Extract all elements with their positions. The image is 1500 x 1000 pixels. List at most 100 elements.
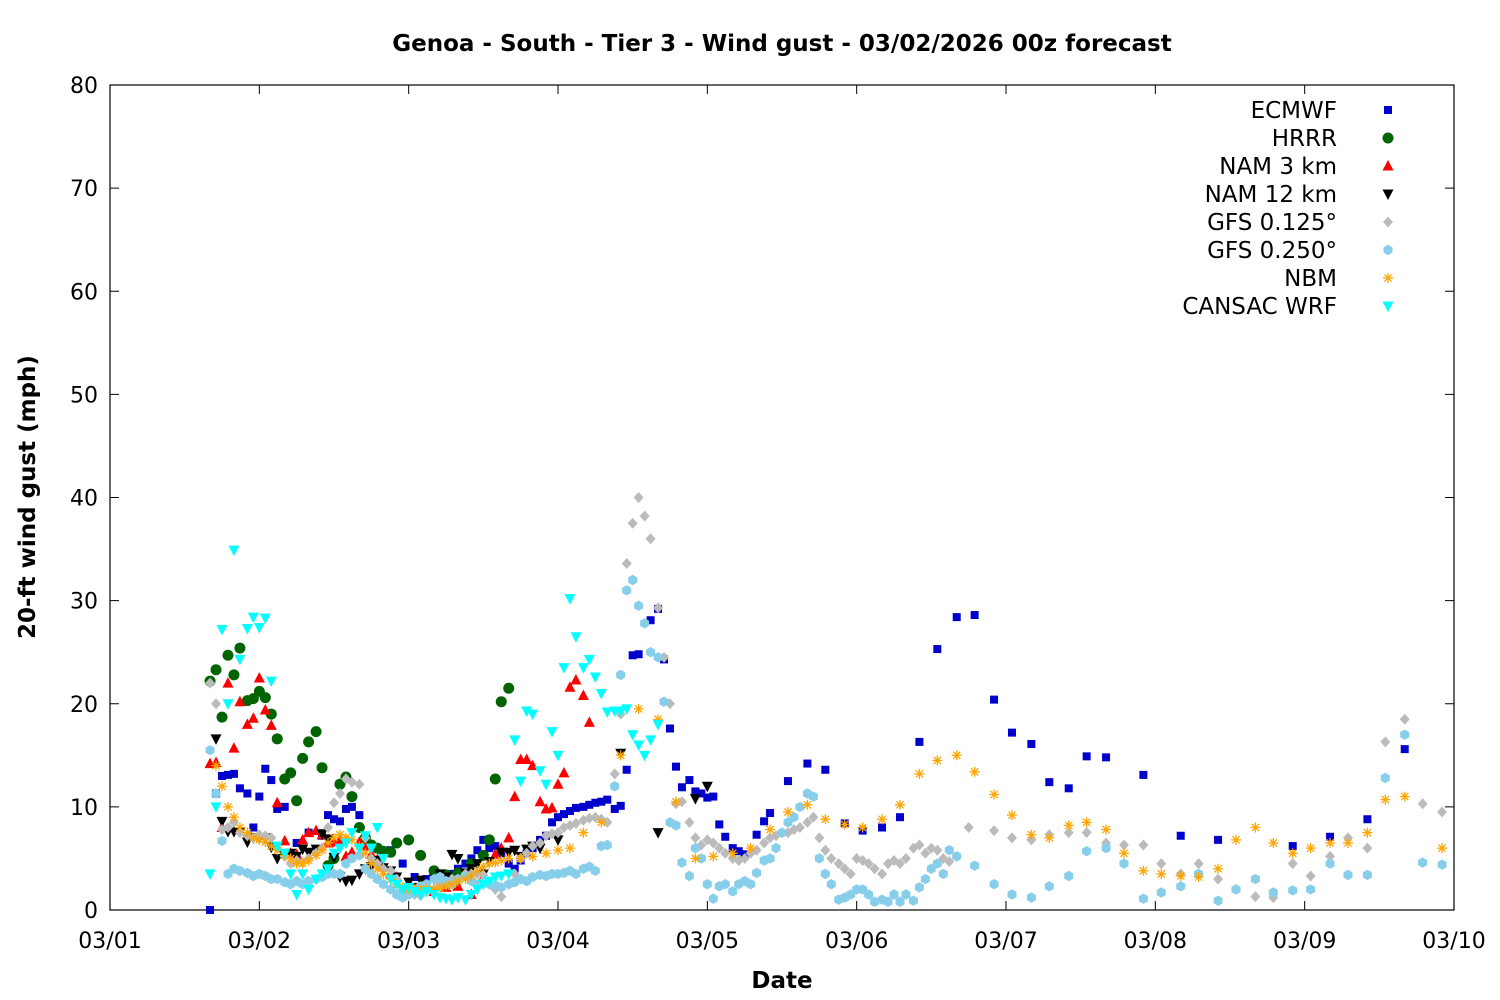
data-point (1325, 858, 1335, 869)
data-point (1026, 892, 1036, 903)
data-point (833, 858, 844, 870)
data-point (1138, 839, 1149, 851)
y-tick-label: 40 (70, 487, 98, 512)
data-point (322, 864, 334, 875)
data-point (346, 828, 358, 839)
data-point (489, 773, 501, 785)
data-point (1418, 857, 1428, 868)
data-point (391, 837, 403, 849)
data-point (378, 879, 388, 890)
data-point (1063, 827, 1074, 839)
legend-label: CANSAC WRF (1182, 294, 1337, 320)
data-point (535, 837, 546, 849)
data-point (1250, 822, 1261, 833)
data-point (666, 724, 674, 733)
data-point (552, 750, 564, 762)
data-point (330, 815, 338, 824)
data-point (670, 796, 681, 807)
data-point (826, 852, 837, 864)
data-point (1007, 728, 1016, 737)
data-point (410, 873, 419, 881)
data-point (677, 857, 687, 868)
data-point (1138, 893, 1148, 904)
data-point (346, 875, 358, 887)
data-point (616, 801, 625, 810)
data-point (466, 870, 477, 881)
data-point (485, 844, 494, 853)
data-point (989, 789, 1000, 800)
data-point (579, 802, 588, 811)
data-point (564, 843, 575, 854)
data-point (553, 845, 563, 856)
data-point (870, 896, 880, 907)
series-gfs-0-125- (205, 492, 1448, 904)
data-point (952, 613, 961, 622)
data-point (228, 545, 240, 557)
data-point (360, 848, 371, 859)
data-point (583, 716, 595, 727)
data-point (259, 613, 271, 625)
data-point (509, 790, 521, 802)
data-point (571, 803, 580, 812)
data-point (471, 859, 483, 870)
data-point (653, 602, 664, 614)
data-point (297, 869, 309, 880)
data-point (328, 848, 340, 860)
data-point (335, 817, 344, 826)
data-point (789, 812, 799, 823)
data-point (602, 839, 612, 851)
data-point (353, 822, 365, 833)
data-point (577, 663, 589, 674)
data-point (372, 863, 383, 874)
data-point (639, 750, 651, 762)
data-point (452, 876, 463, 887)
data-point (415, 890, 427, 901)
data-point (1027, 739, 1036, 748)
data-point (1305, 870, 1316, 882)
data-point (316, 829, 328, 840)
data-point (728, 886, 738, 897)
data-point (1101, 824, 1112, 835)
data-point (377, 853, 389, 865)
data-point (933, 645, 942, 654)
data-point (409, 886, 421, 898)
data-point (241, 623, 253, 635)
data-point (714, 842, 725, 854)
data-point (746, 879, 756, 890)
data-point (1213, 873, 1224, 885)
data-point (727, 848, 738, 859)
data-point (634, 650, 643, 659)
data-point (446, 879, 457, 890)
legend-marker (1382, 160, 1394, 171)
data-point (546, 801, 558, 813)
data-point (228, 812, 239, 823)
legend-label: HRRR (1272, 126, 1337, 152)
data-point (1250, 873, 1260, 885)
data-point (247, 712, 259, 723)
data-point (857, 822, 868, 833)
y-axis-ticks: 0 10 20 30 40 50 60 70 80 (70, 74, 1454, 924)
data-point (259, 703, 271, 715)
data-point (483, 876, 495, 888)
data-point (291, 795, 303, 807)
data-point (1213, 895, 1223, 906)
data-point (1175, 870, 1186, 881)
data-point (839, 819, 850, 830)
data-point (720, 879, 730, 890)
data-point (839, 863, 850, 875)
data-point (552, 778, 564, 789)
data-point (615, 750, 626, 761)
data-point (340, 838, 352, 849)
data-point (460, 874, 471, 885)
data-point (366, 858, 377, 869)
data-point (548, 818, 557, 827)
x-tick-label: 03/04 (526, 929, 589, 954)
data-point (969, 766, 980, 777)
data-point (808, 811, 819, 823)
data-point (378, 868, 389, 879)
data-point (234, 642, 246, 654)
data-point (864, 889, 874, 900)
data-point (597, 797, 606, 806)
data-point (297, 752, 309, 764)
data-point (521, 753, 533, 764)
